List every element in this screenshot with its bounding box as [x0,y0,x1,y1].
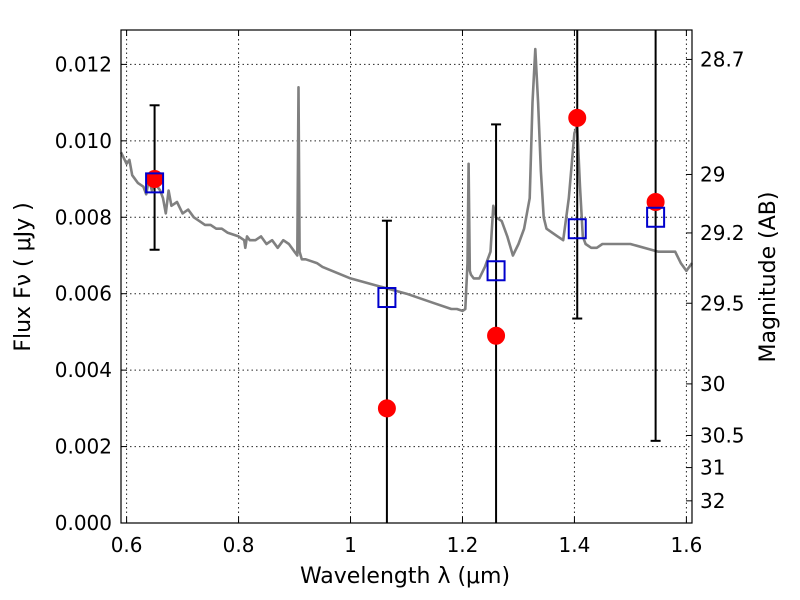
y-tick-label: 0.004 [55,358,112,382]
y2-tick-label: 31 [700,456,725,480]
y-tick-label: 0.008 [55,205,112,229]
x-tick-label: 0.8 [223,533,255,557]
model-square [646,206,666,228]
spectrum-line [119,47,694,313]
x-axis-title: Wavelength λ (μm) [300,564,510,589]
x-tick-label: 1.4 [559,533,591,557]
x-axis-ticks: 0.6 0.8 1 1.2 1.4 1.6 [111,30,702,557]
y-tick-label: 0.006 [55,282,112,306]
y2-tick-label: 29.2 [700,221,745,245]
model-photometry-squares [145,172,666,309]
error-bars [149,30,661,523]
model-square [145,172,165,194]
y-tick-label: 0.000 [55,511,112,535]
y2-tick-label: 29.5 [700,291,745,315]
model-square [486,260,506,282]
observed-point [377,399,396,418]
observed-point [487,326,506,345]
y2-tick-label: 30.5 [700,423,745,447]
y-tick-label: 0.010 [55,129,112,153]
observed-point [646,192,665,211]
y2-tick-label: 32 [700,489,725,513]
model-square [567,218,587,240]
y2-tick-label: 29 [700,162,725,186]
x-tick-label: 1.2 [447,533,479,557]
observed-points [145,108,665,418]
x-tick-label: 0.6 [111,533,143,557]
observed-point [568,108,587,127]
y-axis-ticks: 0.000 0.002 0.004 0.006 0.008 0.010 0.012 [55,52,127,535]
y2-axis-ticks: 28.7 29 29.2 29.5 30 30.5 31 32 [686,47,745,513]
model-square [377,287,397,309]
y2-tick-label: 28.7 [700,47,745,71]
x-tick-label: 1.6 [670,533,702,557]
y-tick-label: 0.002 [55,435,112,459]
spectrum-series [119,47,694,313]
y2-axis-title: Magnitude (AB) [756,192,781,363]
plot-frame [120,29,693,524]
y-axis-title: Flux Fν ( μJy ) [11,202,36,351]
y2-tick-label: 30 [700,372,725,396]
y-tick-label: 0.012 [55,52,112,76]
x-tick-label: 1 [344,533,357,557]
grid-lines [121,30,692,523]
